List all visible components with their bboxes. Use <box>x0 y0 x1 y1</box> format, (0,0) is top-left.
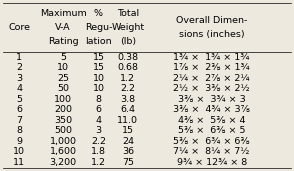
Text: %: % <box>94 9 103 18</box>
Text: Rating: Rating <box>48 37 78 47</box>
Text: 5⅜ ×  6¾ × 6⅜: 5⅜ × 6¾ × 6⅜ <box>173 137 250 146</box>
Text: 4: 4 <box>16 84 22 93</box>
Text: 75: 75 <box>122 158 134 167</box>
Text: Total: Total <box>117 9 139 18</box>
Text: 3⅜ ×  3¾ × 3: 3⅜ × 3¾ × 3 <box>178 95 245 104</box>
Text: 10: 10 <box>57 63 69 72</box>
Text: 0.68: 0.68 <box>117 63 138 72</box>
Text: 1.2: 1.2 <box>120 74 136 83</box>
Text: 2½ ×  3⅜ × 2½: 2½ × 3⅜ × 2½ <box>173 84 250 93</box>
Text: 9: 9 <box>16 137 22 146</box>
Text: 25: 25 <box>57 74 69 83</box>
Text: 350: 350 <box>54 116 72 125</box>
Text: 3,200: 3,200 <box>50 158 77 167</box>
Text: 15: 15 <box>122 126 134 135</box>
Text: 15: 15 <box>93 53 104 62</box>
Text: 5: 5 <box>16 95 22 104</box>
Text: 2.2: 2.2 <box>120 84 136 93</box>
Text: 6: 6 <box>96 105 101 114</box>
Text: 3.8: 3.8 <box>120 95 136 104</box>
Text: sions (inches): sions (inches) <box>179 30 245 39</box>
Text: 100: 100 <box>54 95 72 104</box>
Text: 2¼ ×  2⅞ × 2¼: 2¼ × 2⅞ × 2¼ <box>173 74 250 83</box>
Text: V-A: V-A <box>55 23 71 32</box>
Text: 5: 5 <box>60 53 66 62</box>
Text: 3: 3 <box>16 74 22 83</box>
Text: lation: lation <box>85 37 112 47</box>
Text: 6.4: 6.4 <box>120 105 136 114</box>
Text: 8: 8 <box>96 95 101 104</box>
Text: 7: 7 <box>16 116 22 125</box>
Text: 500: 500 <box>54 126 72 135</box>
Text: 2: 2 <box>16 63 22 72</box>
Text: 11: 11 <box>13 158 25 167</box>
Text: Overall Dimen-: Overall Dimen- <box>176 16 247 25</box>
Text: 1.8: 1.8 <box>91 147 106 156</box>
Text: 10: 10 <box>93 74 104 83</box>
Text: 4: 4 <box>96 116 101 125</box>
Text: 1,600: 1,600 <box>50 147 77 156</box>
Text: 3⅜ ×  4¾ × 3⅞: 3⅜ × 4¾ × 3⅞ <box>173 105 250 114</box>
Text: 1⅞ ×  2⅜ × 1¾: 1⅞ × 2⅜ × 1¾ <box>173 63 250 72</box>
Text: 200: 200 <box>54 105 72 114</box>
Text: 10: 10 <box>93 84 104 93</box>
Text: 15: 15 <box>93 63 104 72</box>
Text: Core: Core <box>8 23 30 32</box>
Text: Weight: Weight <box>111 23 144 32</box>
Text: 10: 10 <box>13 147 25 156</box>
Text: 50: 50 <box>57 84 69 93</box>
Text: 36: 36 <box>122 147 134 156</box>
Text: 6: 6 <box>16 105 22 114</box>
Text: 0.38: 0.38 <box>117 53 138 62</box>
Text: 1,000: 1,000 <box>50 137 77 146</box>
Text: (lb): (lb) <box>120 37 136 47</box>
Text: 11.0: 11.0 <box>117 116 138 125</box>
Text: 3: 3 <box>96 126 101 135</box>
Text: 9¾ × 12¾ × 8: 9¾ × 12¾ × 8 <box>177 158 247 167</box>
Text: 4⅜ ×  5⅜ × 4: 4⅜ × 5⅜ × 4 <box>178 116 245 125</box>
Text: 5⅜ ×  6⅜ × 5: 5⅜ × 6⅜ × 5 <box>178 126 245 135</box>
Text: 2.2: 2.2 <box>91 137 106 146</box>
Text: Regu-: Regu- <box>85 23 112 32</box>
Text: Maximum: Maximum <box>40 9 87 18</box>
Text: 1¾ ×  1¾ × 1¾: 1¾ × 1¾ × 1¾ <box>173 53 250 62</box>
Text: 1: 1 <box>16 53 22 62</box>
Text: 7¼ ×  8¼ × 7½: 7¼ × 8¼ × 7½ <box>173 147 250 156</box>
Text: 24: 24 <box>122 137 134 146</box>
Text: 1.2: 1.2 <box>91 158 106 167</box>
Text: 8: 8 <box>16 126 22 135</box>
